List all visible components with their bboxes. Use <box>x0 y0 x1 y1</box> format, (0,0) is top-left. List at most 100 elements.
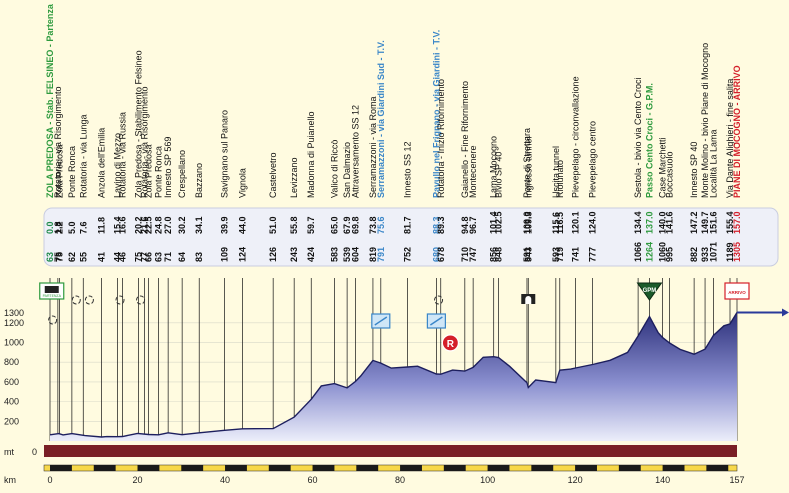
station-name-40: Case Marchetti <box>658 137 668 198</box>
station-name-1: Rotatoria - via Risorgimento <box>53 86 63 198</box>
station-km-30: 101.4 <box>489 211 499 234</box>
station-altitude-32: 591 <box>522 247 532 262</box>
station-altitude-34: 593 <box>551 247 561 262</box>
station-name-29: Montecenere <box>468 145 478 198</box>
roundabout-icon-1 <box>84 295 94 305</box>
km-ruler-segment-140 <box>662 465 685 471</box>
gpm-triangle-icon <box>636 282 663 301</box>
station-km-31: 102.5 <box>494 211 504 234</box>
km-ruler-segment-150 <box>706 465 729 471</box>
station-altitude-35: 719 <box>555 247 565 262</box>
station-km-46: 157.0 <box>732 211 742 234</box>
mt-band <box>44 445 737 457</box>
station-km-8: 20.2 <box>133 216 143 234</box>
station-km-26: 88.3 <box>431 216 441 234</box>
station-km-14: 34.1 <box>194 216 204 234</box>
station-km-25: 81.7 <box>403 216 413 234</box>
finish-arrow-head <box>782 308 789 317</box>
station-name-30: Lama Mocogno <box>489 136 499 198</box>
station-table-layer: ZOLA PREDOSA - Stab. FELSINEO - Partenza… <box>43 3 779 267</box>
station-altitude-43: 933 <box>700 247 710 262</box>
station-altitude-15: 109 <box>220 247 230 262</box>
station-km-23: 73.8 <box>368 216 378 234</box>
station-km-16: 44.0 <box>238 216 248 234</box>
station-name-46: PIANE DI MOCOGNO - ARRIVO <box>732 65 742 198</box>
station-altitude-7: 46 <box>118 252 128 262</box>
station-name-20: Valico di Riccò <box>329 140 339 198</box>
station-km-7: 16.6 <box>118 216 128 234</box>
station-altitude-23: 819 <box>368 247 378 262</box>
station-altitude-11: 63 <box>154 252 164 262</box>
station-table-panel <box>43 207 779 267</box>
station-altitude-5: 41 <box>97 252 107 262</box>
station-km-33: 109.3 <box>523 211 533 234</box>
station-km-35: 116.5 <box>555 212 565 234</box>
station-altitude-40: 1060 <box>658 242 668 262</box>
km-ruler-segment-90 <box>443 465 466 471</box>
x-tick-100: 100 <box>480 475 495 485</box>
station-altitude-14: 83 <box>194 252 204 262</box>
km-ruler-segment-50 <box>268 465 291 471</box>
station-km-5: 11.8 <box>97 217 107 234</box>
station-name-13: Crespellano <box>177 150 187 198</box>
station-km-21: 67.9 <box>342 216 352 234</box>
station-km-20: 65.0 <box>329 216 339 234</box>
station-km-27: 89.3 <box>436 216 446 234</box>
station-altitude-9: 77 <box>140 252 150 262</box>
roundabout-icon-2 <box>115 295 125 305</box>
station-name-27: Rotatoria - Inizio Rifornimento <box>436 79 446 198</box>
station-km-3: 5.0 <box>67 221 77 234</box>
feed-zone-label: R <box>447 339 455 350</box>
y-tick-200: 200 <box>4 416 19 426</box>
station-km-40: 140.0 <box>658 211 668 234</box>
station-altitude-10: 66 <box>144 252 154 262</box>
finish-flag-icon <box>724 282 750 300</box>
y-tick-1300: 1300 <box>4 308 24 318</box>
station-altitude-29: 747 <box>468 247 478 262</box>
station-name-15: Savignano sul Panaro <box>220 110 230 198</box>
station-altitude-6: 44 <box>112 252 122 262</box>
station-name-28: Gaianello - Fine Rifornimento <box>460 81 470 198</box>
km-ruler-segment-30 <box>181 465 204 471</box>
station-km-6: 15.4 <box>112 216 122 234</box>
station-altitude-38: 1066 <box>633 242 643 262</box>
y-tick-600: 600 <box>4 377 19 387</box>
station-km-28: 94.8 <box>460 216 470 234</box>
station-km-19: 59.7 <box>306 216 316 234</box>
x-tick-140: 140 <box>655 475 670 485</box>
station-altitude-22: 604 <box>350 247 360 262</box>
y-tick-1000: 1000 <box>4 338 24 348</box>
station-name-14: Bazzano <box>194 163 204 198</box>
station-km-24: 75.6 <box>376 216 386 234</box>
station-name-45: Via Dante Alighieri - fine salita <box>725 79 735 198</box>
x-axis-label: km <box>4 475 16 485</box>
station-name-3: Ponte Ronca <box>67 146 77 198</box>
station-name-19: Madonna di Puianello <box>306 111 316 198</box>
station-altitude-44: 1071 <box>708 242 718 262</box>
y-axis-label: mt <box>4 447 14 457</box>
y-tick-zero: 0 <box>32 447 37 457</box>
station-altitude-27: 678 <box>436 247 446 262</box>
station-altitude-0: 63 <box>45 252 55 262</box>
station-altitude-37: 777 <box>588 247 598 262</box>
station-km-44: 151.6 <box>708 211 718 234</box>
km-ruler-segment-110 <box>531 465 554 471</box>
station-name-10: Zola Predosa <box>144 144 154 198</box>
km-ruler-segment-70 <box>356 465 379 471</box>
station-name-16: Vignola <box>238 168 248 198</box>
station-km-1: 1.8 <box>53 221 63 234</box>
sprint-icon-stroke-1 <box>429 316 443 326</box>
station-altitude-1: 75 <box>53 252 63 262</box>
station-km-9: 21.6 <box>140 216 150 234</box>
y-tick-800: 800 <box>4 357 19 367</box>
x-tick-80: 80 <box>395 475 405 485</box>
station-km-45: 155.4 <box>725 211 735 234</box>
station-altitude-3: 62 <box>67 252 77 262</box>
station-altitude-4: 55 <box>78 252 88 262</box>
y-tick-400: 400 <box>4 397 19 407</box>
station-name-8: Zola Predosa - Stabilimento Felsineo <box>133 50 143 198</box>
station-name-5: Anzola dell'Emilia <box>97 128 107 198</box>
station-altitude-2: 75 <box>55 252 65 262</box>
station-km-2: 2.2 <box>55 221 65 234</box>
station-altitude-39: 1264 <box>645 242 655 262</box>
